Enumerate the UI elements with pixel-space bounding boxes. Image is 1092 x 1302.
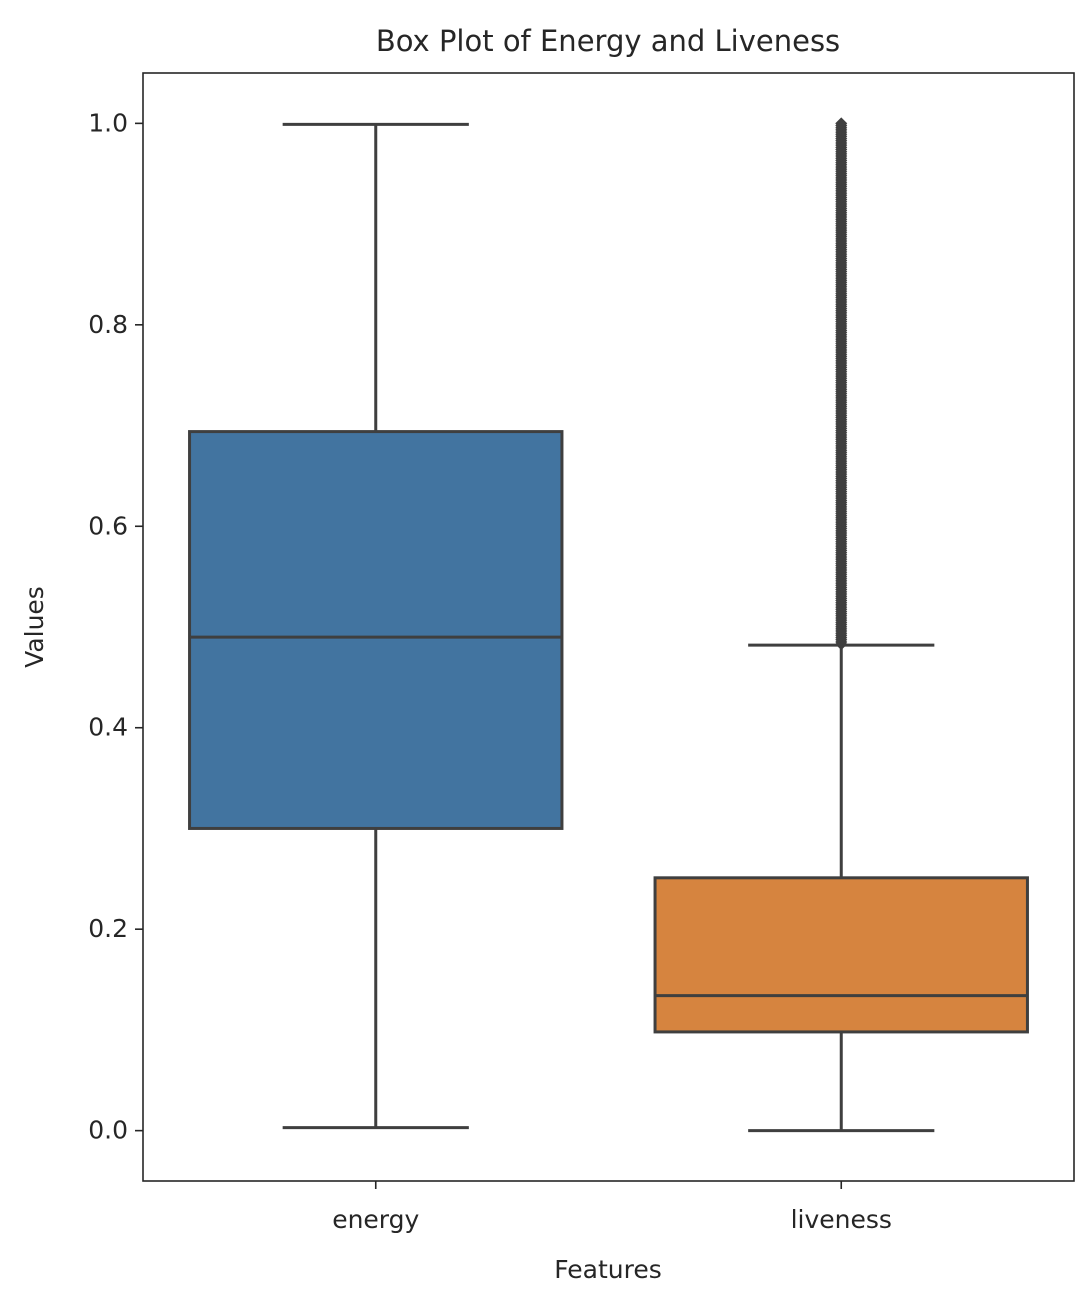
box-liveness — [653, 117, 1029, 1133]
plot-frame — [142, 72, 1075, 1182]
x-tick-label-energy: energy — [332, 1205, 419, 1234]
iqr-box-liveness — [653, 876, 1029, 1034]
plot-area — [188, 117, 1029, 1133]
y-tick-label: 1.0 — [88, 108, 128, 137]
y-tick-label: 0.0 — [88, 1116, 128, 1145]
x-axis: energy liveness — [332, 1181, 892, 1234]
y-axis: 0.0 0.2 0.4 0.6 0.8 1.0 — [88, 108, 143, 1145]
outlier-point — [835, 117, 848, 130]
chart-title: Box Plot of Energy and Liveness — [376, 24, 840, 58]
y-tick-label: 0.4 — [88, 713, 128, 742]
x-axis-label: Features — [554, 1255, 662, 1284]
y-tick-label: 0.6 — [88, 511, 128, 540]
iqr-box-energy — [188, 430, 564, 830]
x-tick-label-liveness: liveness — [791, 1205, 892, 1234]
y-tick-label: 0.8 — [88, 310, 128, 339]
y-axis-label: Values — [20, 586, 49, 668]
outliers-liveness — [835, 117, 848, 651]
box-energy — [188, 122, 564, 1130]
y-tick-label: 0.2 — [88, 914, 128, 943]
